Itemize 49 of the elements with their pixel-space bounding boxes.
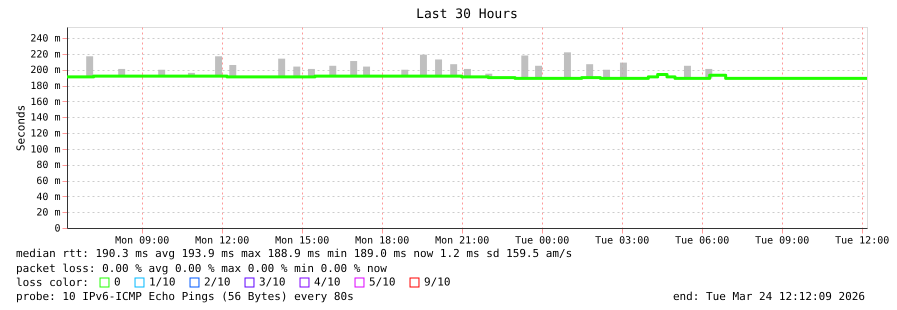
bar (464, 68, 471, 76)
x-tick-label: Tue 06:00 (675, 236, 730, 246)
x-tick-label: Mon 21:00 (435, 236, 490, 246)
y-tick-label: 80 m (36, 160, 60, 172)
x-tick-label: Tue 09:00 (755, 236, 810, 246)
y-tick-label: 60 m (36, 176, 60, 188)
legend-label: 1/10 (149, 276, 176, 289)
x-tick-label: Tue 00:00 (515, 236, 570, 246)
bar (86, 56, 94, 76)
bar (350, 61, 358, 76)
bar (564, 52, 571, 78)
y-tick-label: 140 m (30, 112, 60, 124)
y-tick-label: 0 (54, 224, 60, 234)
legend-title: loss color: (16, 276, 89, 289)
y-axis-title: Seconds (14, 104, 28, 152)
y-tick-label: 200 m (30, 65, 60, 76)
y-tick-label: 40 m (36, 192, 60, 203)
x-tick-label: Mon 09:00 (115, 236, 170, 246)
legend-label: 5/10 (369, 276, 396, 289)
bar (293, 66, 300, 76)
x-tick-label: Mon 18:00 (355, 236, 410, 246)
y-tick-label: 160 m (30, 96, 60, 108)
x-tick-label: Tue 03:00 (595, 236, 650, 246)
bar (229, 64, 236, 76)
bar (521, 55, 528, 78)
bar (278, 58, 286, 76)
text: packet loss: 0.00 % avg 0.00 % max 0.00 % min 0.00 % now (16, 262, 388, 275)
legend-label: 3/10 (259, 276, 286, 289)
x-tick-label: Mon 12:00 (195, 236, 250, 246)
text: end: Tue Mar 24 12:12:09 2026 (672, 290, 865, 303)
y-tick-label: 100 m (30, 144, 60, 156)
y-tick-label: 120 m (30, 128, 60, 140)
y-tick-label: 20 m (36, 208, 60, 219)
text: probe: 10 IPv6-ICMP Echo Pings (56 Bytes) every 80s (16, 290, 354, 303)
y-tick-label: 180 m (30, 81, 60, 92)
legend-label: 9/10 (424, 276, 450, 289)
x-tick-label: Mon 15:00 (275, 236, 330, 246)
bar (435, 59, 442, 76)
legend-label: 4/10 (314, 276, 340, 289)
legend-label: 2/10 (204, 276, 230, 289)
y-tick-label: 240 m (30, 34, 60, 45)
y-tick-label: 220 m (30, 49, 60, 60)
legend-label: 0 (114, 276, 121, 289)
bar (215, 56, 222, 76)
chart-title: Last 30 Hours (416, 7, 518, 22)
bar (420, 54, 427, 76)
x-tick-label: Tue 12:00 (835, 236, 890, 246)
bar (620, 62, 627, 78)
text: median rtt: 190.3 ms avg 193.9 ms max 188.9 ms min 189.0 ms now 1.2 ms sd 159.5 am/s (16, 247, 572, 260)
